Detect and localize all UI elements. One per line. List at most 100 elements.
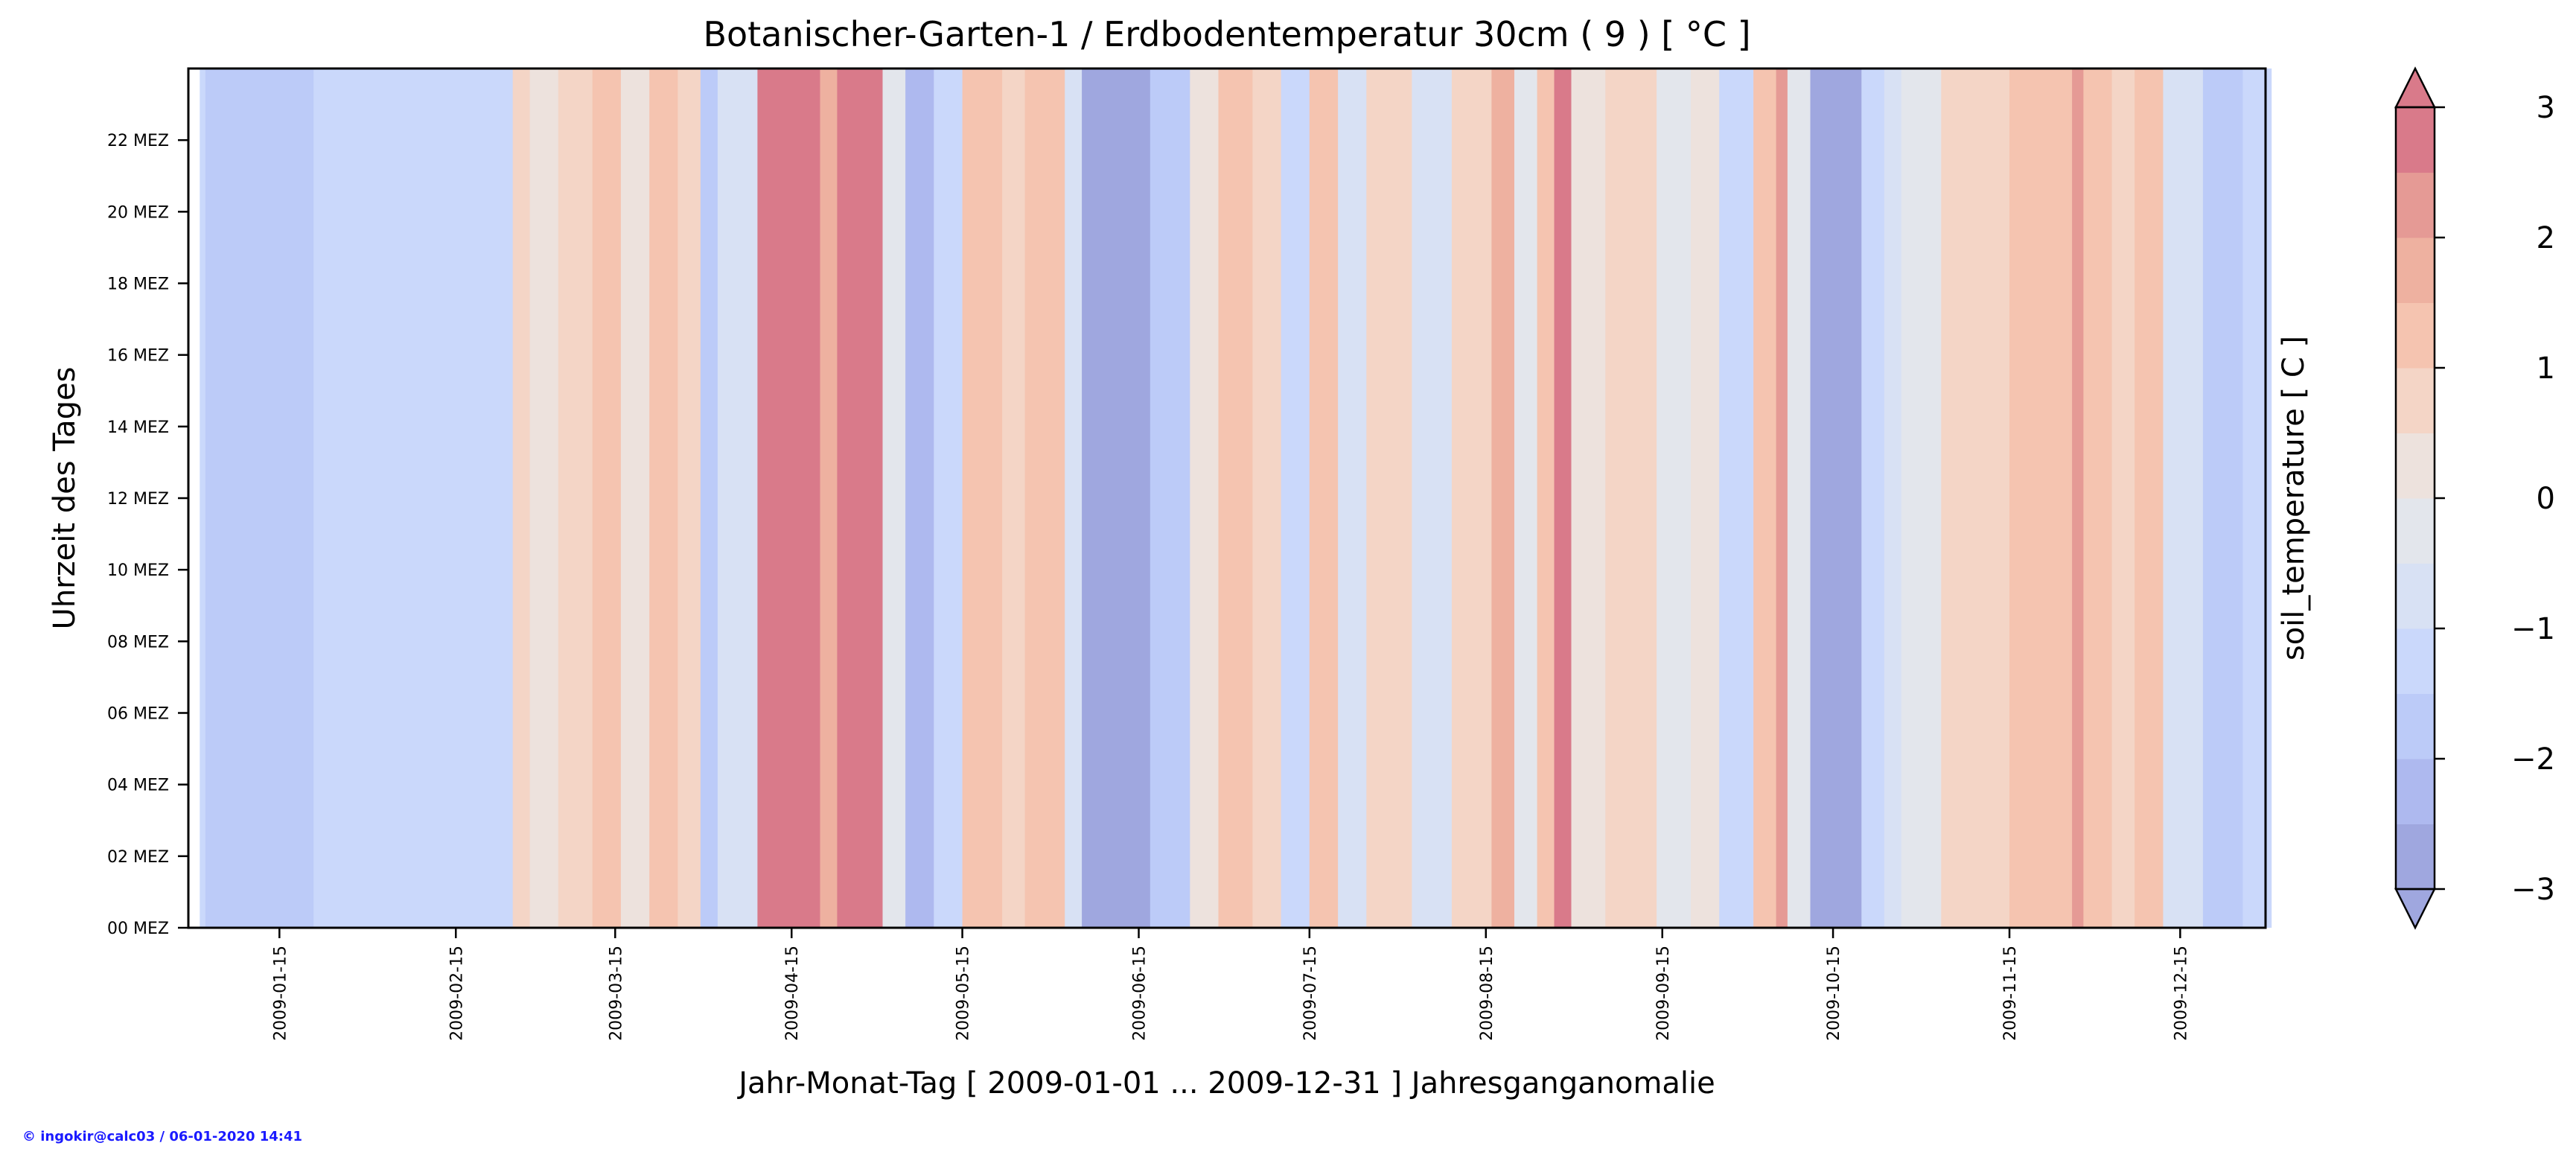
x-axis-label: Jahr-Monat-Tag [ 2009-01-01 ... 2009-12-… (736, 1066, 1715, 1101)
anomaly-band (905, 69, 934, 928)
x-tick-label: 2009-03-15 (607, 946, 625, 1041)
anomaly-band (2111, 69, 2135, 928)
anomaly-band (962, 69, 1003, 928)
y-tick-label: 00 MEZ (107, 920, 169, 938)
anomaly-band (205, 69, 314, 928)
colorbar-tick-label: −3 (2511, 873, 2555, 907)
anomaly-band (1901, 69, 1942, 928)
y-tick-label: 10 MEZ (107, 561, 169, 580)
anomaly-band (757, 69, 821, 928)
plot-frame (187, 67, 2267, 929)
anomaly-band (678, 69, 701, 928)
anomaly-band (1554, 69, 1572, 928)
x-tick-label: 2009-06-15 (1131, 946, 1150, 1041)
anomaly-band (620, 69, 650, 928)
chart-title: Botanischer-Garten-1 / Erdbodentemperatu… (703, 14, 1750, 54)
anomaly-band (934, 69, 963, 928)
anomaly-band (1065, 69, 1083, 928)
anomaly-band (1514, 69, 1538, 928)
anomaly-band (1451, 69, 1492, 928)
colorbar-tick-label: 1 (2537, 351, 2555, 386)
anomaly-band (1309, 69, 1339, 928)
anomaly-band (717, 69, 758, 928)
anomaly-band (700, 69, 718, 928)
anomaly-band (1491, 69, 1515, 928)
anomaly-band (1150, 69, 1190, 928)
x-tick-label: 2009-01-15 (271, 946, 290, 1041)
colorbar-tick-label: 0 (2537, 482, 2555, 516)
anomaly-band (1691, 69, 1720, 928)
colorbar-level (2396, 107, 2435, 173)
anomaly-band (820, 69, 838, 928)
anomaly-band (1338, 69, 1367, 928)
anomaly-band (1412, 69, 1453, 928)
colorbar-level (2396, 433, 2435, 499)
anomaly-band (1537, 69, 1555, 928)
y-tick-label: 04 MEZ (107, 777, 169, 795)
anomaly-band (1810, 69, 1862, 928)
colorbar-level (2396, 238, 2435, 303)
anomaly-band (1753, 69, 1777, 928)
anomaly-band (529, 69, 559, 928)
colorbar-level (2396, 628, 2435, 694)
anomaly-band (1571, 69, 1606, 928)
y-tick-label: 22 MEZ (107, 132, 169, 150)
x-tick-label: 2009-09-15 (1654, 946, 1673, 1041)
anomaly-band (1024, 69, 1065, 928)
credit-text: © ingokir@calc03 / 06-01-2020 14:41 (22, 1129, 302, 1144)
anomaly-band (1787, 69, 1811, 928)
anomaly-band (837, 69, 884, 928)
anomaly-band (200, 69, 206, 928)
anomaly-band (1190, 69, 1220, 928)
colorbar-tick-label: −2 (2511, 742, 2555, 777)
x-tick-label: 2009-11-15 (2001, 946, 2020, 1041)
anomaly-band (1719, 69, 1754, 928)
y-tick-label: 12 MEZ (107, 490, 169, 509)
colorbar-level (2396, 693, 2435, 759)
colorbar-level (2396, 172, 2435, 238)
anomaly-band (2135, 69, 2164, 928)
y-axis: 00 MEZ 02 MEZ 04 MEZ 06 MEZ 08 MEZ 10 MEZ 12 M… (107, 132, 188, 938)
y-tick-label: 08 MEZ (107, 633, 169, 652)
x-tick-label: 2009-10-15 (1825, 946, 1843, 1041)
y-tick-label: 16 MEZ (107, 347, 169, 366)
anomaly-band (2009, 69, 2073, 928)
colorbar-label: soil_temperature [ C ] (2277, 336, 2311, 660)
anomaly-band (313, 69, 514, 928)
anomaly-band (1941, 69, 2010, 928)
anomaly-band (649, 69, 678, 928)
anomaly-band (2083, 69, 2113, 928)
colorbar-tick-label: 2 (2537, 221, 2555, 255)
y-tick-label: 18 MEZ (107, 276, 169, 294)
anomaly-band (1281, 69, 1310, 928)
anomaly-band (1657, 69, 1692, 928)
anomaly-band (1605, 69, 1657, 928)
anomaly-band (592, 69, 622, 928)
x-tick-label: 2009-07-15 (1301, 946, 1320, 1041)
x-tick-label: 2009-04-15 (783, 946, 802, 1041)
anomaly-band (1884, 69, 1902, 928)
y-tick-label: 20 MEZ (107, 203, 169, 222)
colorbar-level (2396, 759, 2435, 824)
anomaly-band (2163, 69, 2204, 928)
x-tick-label: 2009-12-15 (2172, 946, 2190, 1041)
anomaly-band (1082, 69, 1151, 928)
y-axis-label: Uhrzeit des Tages (48, 367, 82, 630)
colorbar-tick-label: 3 (2537, 91, 2555, 125)
y-tick-label: 14 MEZ (107, 418, 169, 437)
x-tick-label: 2009-05-15 (954, 946, 973, 1041)
x-tick-label: 2009-02-15 (447, 946, 466, 1041)
anomaly-band (2072, 69, 2084, 928)
anomaly-band (1002, 69, 1026, 928)
anomaly-band (2202, 69, 2243, 928)
y-tick-label: 06 MEZ (107, 705, 169, 724)
colorbar-level (2396, 368, 2435, 433)
y-tick-label: 02 MEZ (107, 848, 169, 867)
colorbar: −3 −2 −1 0 1 2 3 (2394, 66, 2555, 930)
anomaly-band (1252, 69, 1282, 928)
colorbar-level (2396, 498, 2435, 564)
anomaly-band (1218, 69, 1253, 928)
anomaly-band (558, 69, 593, 928)
